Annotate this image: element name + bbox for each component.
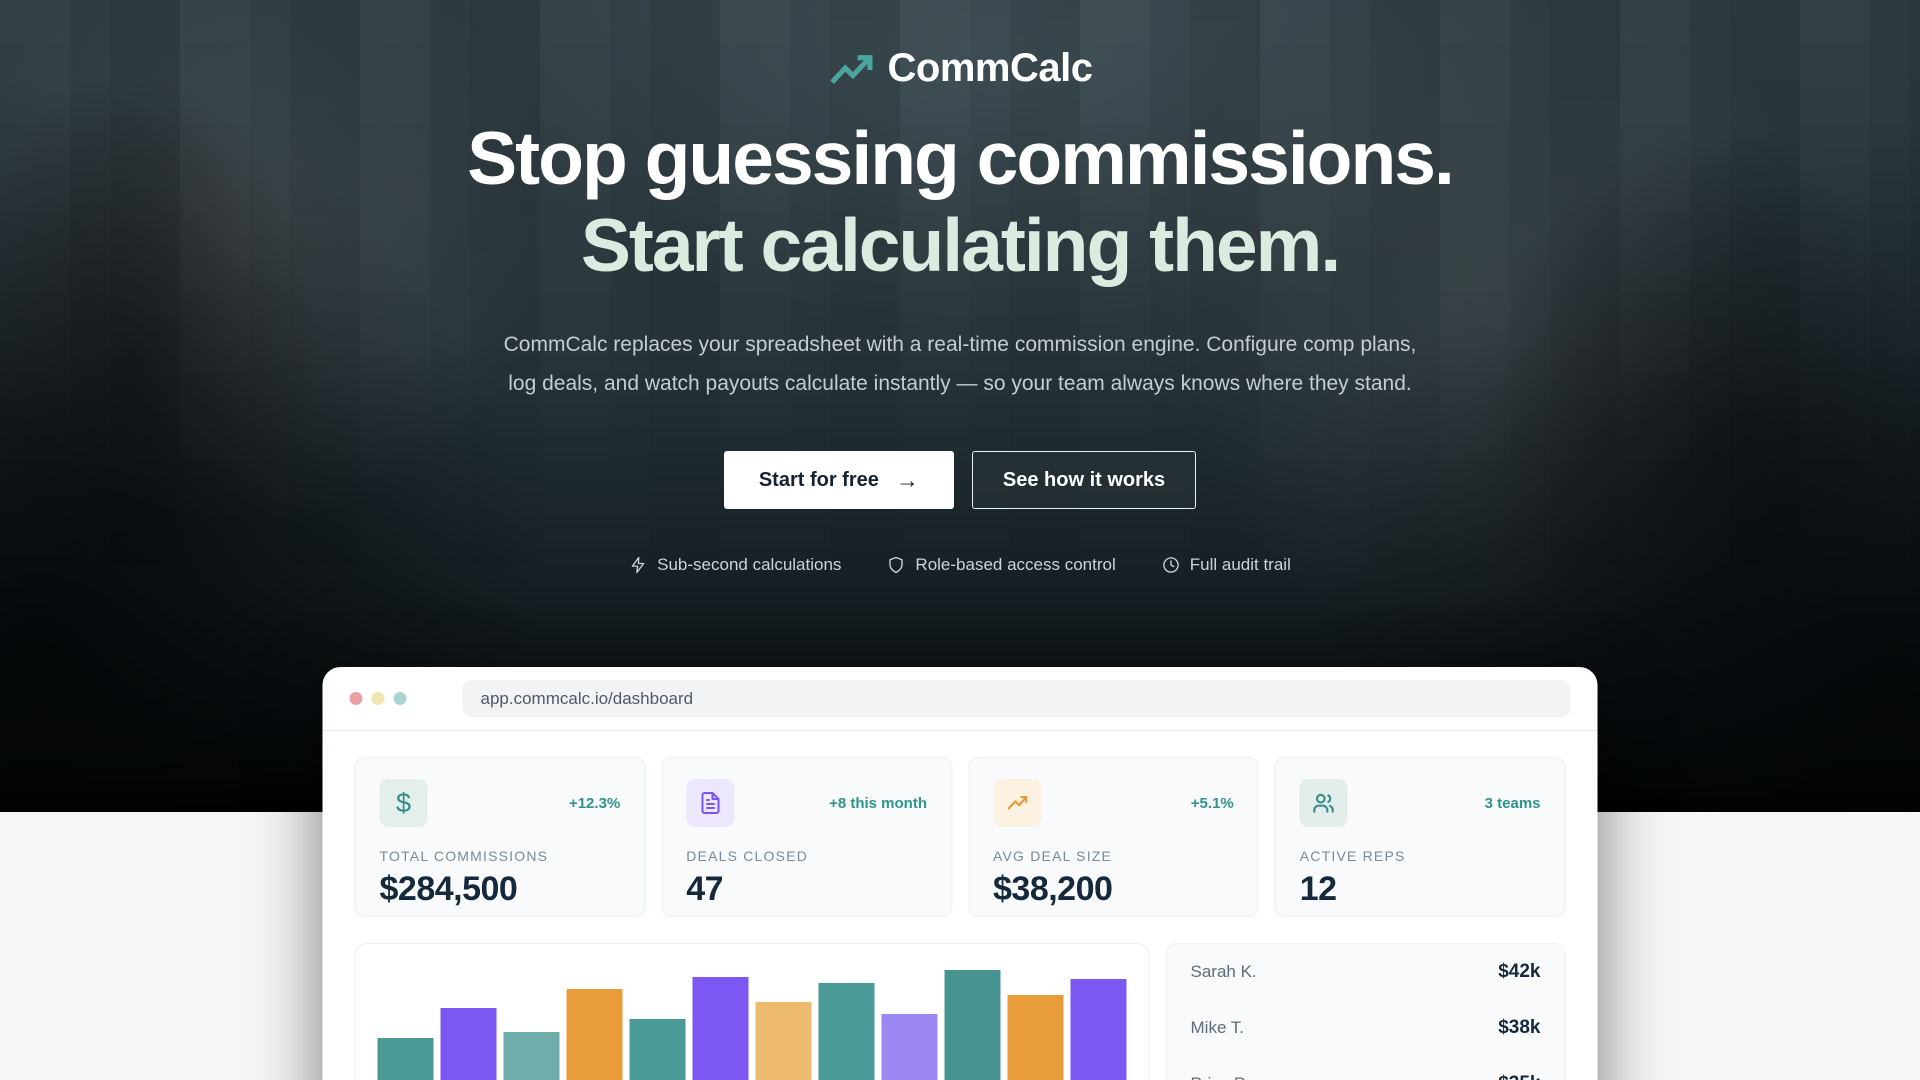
commissions-bar-chart-panel (354, 943, 1150, 1080)
bar (629, 1019, 686, 1080)
bar (818, 983, 875, 1080)
headline-line-2: Start calculating them. (580, 203, 1341, 287)
bar (1070, 979, 1127, 1080)
feature-label: Full audit trail (1189, 555, 1291, 575)
stat-label: AVG DEAL SIZE (993, 848, 1113, 864)
stat-badge: +5.1% (1190, 794, 1234, 812)
see-how-it-works-label: See how it works (1002, 468, 1166, 491)
feature-label: Role-based access control (915, 555, 1116, 575)
stat-label: TOTAL COMMISSIONS (379, 848, 549, 864)
stat-value: 12 (1299, 870, 1337, 908)
leaderboard-row: Priya P. $35k (1191, 1056, 1541, 1080)
bar (881, 1014, 938, 1080)
users-icon (1299, 779, 1348, 827)
stats-row: $ +12.3% TOTAL COMMISSIONS $284,500 (354, 757, 1566, 917)
rep-name: Sarah K. (1190, 962, 1257, 981)
start-for-free-label: Start for free (758, 468, 879, 491)
leaderboard-row: Mike T. $38k (1191, 1000, 1541, 1056)
brand-name: CommCalc (887, 46, 1093, 90)
leaderboard-panel: Sarah K. $42k Mike T. $38k Priya P. $35k (1165, 943, 1566, 1080)
clock-icon (1162, 556, 1180, 574)
rep-name: Priya P. (1191, 1074, 1248, 1080)
bar (944, 970, 1001, 1080)
dashboard-content: $ +12.3% TOTAL COMMISSIONS $284,500 (323, 731, 1598, 1080)
arrow-right-icon: → (895, 466, 919, 493)
stat-label: ACTIVE REPS (1299, 848, 1406, 864)
stat-card-deals-closed: +8 this month DEALS CLOSED 47 (661, 757, 952, 917)
bar-chart-bars (377, 968, 1127, 1080)
cta-row: Start for free → See how it works (723, 451, 1197, 510)
stat-value: $284,500 (379, 870, 518, 908)
feature-role-based-access: Role-based access control (887, 555, 1116, 575)
stat-label: DEALS CLOSED (686, 848, 809, 864)
browser-url-text: app.commcalc.io/dashboard (480, 688, 694, 708)
stat-badge: 3 teams (1484, 794, 1541, 812)
bar (503, 1032, 560, 1080)
leaderboard-row: Sarah K. $42k (1191, 944, 1541, 1000)
stat-value: $38,200 (993, 870, 1113, 908)
bar (440, 1008, 497, 1080)
browser-url-bar: app.commcalc.io/dashboard (462, 680, 1571, 717)
start-for-free-button[interactable]: Start for free → (723, 451, 954, 510)
lightning-icon (629, 556, 647, 574)
feature-label: Sub-second calculations (657, 555, 842, 575)
bar (755, 1002, 812, 1080)
bar (377, 1038, 434, 1080)
browser-chrome-bar: app.commcalc.io/dashboard (322, 667, 1598, 731)
bar (1007, 995, 1064, 1080)
rep-name: Mike T. (1190, 1018, 1245, 1037)
stat-card-avg-deal-size: +5.1% AVG DEAL SIZE $38,200 (968, 757, 1259, 917)
traffic-light-dots (349, 692, 407, 705)
trend-up-icon (993, 779, 1041, 827)
shield-icon (887, 556, 905, 574)
brand-logo[interactable]: CommCalc (828, 46, 1093, 91)
see-how-it-works-button[interactable]: See how it works (971, 451, 1197, 510)
rep-amount: $38k (1498, 1017, 1541, 1038)
feature-sub-second-calculations: Sub-second calculations (629, 555, 841, 575)
traffic-light-yellow (371, 692, 385, 705)
stat-card-active-reps: 3 teams ACTIVE REPS 12 (1274, 757, 1566, 917)
dollar-icon: $ (379, 779, 428, 827)
rep-amount: $35k (1498, 1073, 1540, 1080)
bar (692, 977, 749, 1080)
stat-value: 47 (686, 870, 724, 908)
trend-up-logo-icon (828, 51, 874, 87)
headline-line-1: Stop guessing commissions. (467, 116, 1455, 200)
hero-subheadline: CommCalc replaces your spreadsheet with … (503, 333, 1417, 396)
traffic-light-green (393, 692, 407, 705)
document-icon (686, 779, 735, 827)
feature-full-audit-trail: Full audit trail (1162, 555, 1291, 575)
charts-row: Sarah K. $42k Mike T. $38k Priya P. $35k (354, 943, 1566, 1080)
bar (566, 989, 623, 1080)
traffic-light-red (349, 692, 363, 705)
feature-list: Sub-second calculations Role-based acces… (629, 555, 1291, 575)
stat-badge: +12.3% (568, 794, 621, 812)
rep-amount: $42k (1498, 961, 1541, 982)
dashboard-browser-mockup: app.commcalc.io/dashboard $ +12.3% TOTAL… (322, 667, 1598, 1080)
stat-card-total-commissions: $ +12.3% TOTAL COMMISSIONS $284,500 (354, 757, 646, 917)
stat-badge: +8 this month (829, 794, 927, 812)
hero-headline: Stop guessing commissions. Start calcula… (467, 115, 1455, 289)
